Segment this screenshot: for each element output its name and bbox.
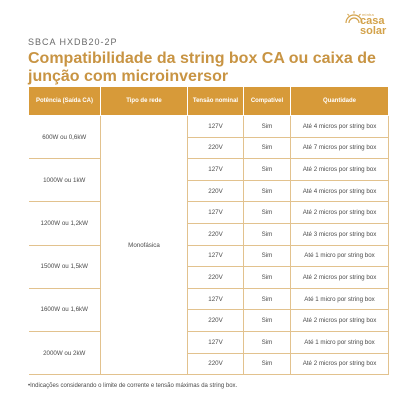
compatible-cell: Sim bbox=[243, 115, 291, 138]
compatible-cell: Sim bbox=[243, 244, 291, 268]
logo-line-2: solar bbox=[360, 25, 387, 37]
voltage-cell: 220V bbox=[187, 222, 244, 246]
table-row: 220V Sim Até 4 micros por string box bbox=[29, 179, 389, 203]
grid-type-cell: Monofásica bbox=[100, 114, 188, 376]
voltage-cell: 220V bbox=[187, 266, 244, 289]
table-row: 1500W ou 1,5kW 127V Sim Até 1 micro por … bbox=[28, 244, 389, 289]
power-cell: 1200W ou 1,2kW bbox=[28, 201, 101, 246]
quantity-cell: Até 4 micros por string box bbox=[290, 115, 389, 138]
voltage-cell: 127V bbox=[187, 201, 244, 224]
table-row: 1200W ou 1,2kW 127V Sim Até 2 micros por… bbox=[28, 201, 389, 246]
quantity-cell: Até 4 micros por string box bbox=[290, 179, 389, 203]
table-row: 220V Sim Até 2 micros por string box bbox=[29, 352, 389, 376]
quantity-cell: Até 1 micro por string box bbox=[290, 287, 389, 311]
quantity-cell: Até 1 micro por string box bbox=[290, 244, 389, 268]
compatibility-table: Potência (Saída CA) Tipo de rede Tensão … bbox=[28, 86, 389, 376]
table-header-row: Potência (Saída CA) Tipo de rede Tensão … bbox=[28, 86, 389, 116]
page-title: Compatibilidade da string box CA ou caix… bbox=[28, 50, 376, 85]
brand-logo: minha casa solar bbox=[340, 6, 392, 46]
logo-small-text: minha bbox=[362, 12, 374, 17]
table-row: 1600W ou 1,6kW 127V Sim Até 1 micro por … bbox=[28, 287, 389, 332]
quantity-cell: Até 3 micros por string box bbox=[290, 222, 389, 246]
voltage-cell: 220V bbox=[187, 136, 244, 160]
quantity-cell: Até 1 micro por string box bbox=[290, 330, 389, 354]
table-row: 220V Sim Até 7 micros por string box bbox=[29, 136, 389, 160]
quantity-cell: Até 2 micros por string box bbox=[290, 352, 389, 376]
compatible-cell: Sim bbox=[243, 266, 291, 289]
power-cell: 600W ou 0,6kW bbox=[28, 114, 101, 160]
voltage-cell: 127V bbox=[187, 330, 244, 354]
compatible-cell: Sim bbox=[243, 330, 291, 354]
quantity-cell: Até 2 micros por string box bbox=[290, 158, 389, 181]
table-row: 2000W ou 2kW 127V Sim Até 1 micro por st… bbox=[28, 330, 389, 376]
table-row: 220V Sim Até 2 micros por string box bbox=[29, 266, 389, 289]
voltage-cell: 220V bbox=[187, 309, 244, 332]
voltage-cell: 127V bbox=[187, 287, 244, 311]
voltage-cell: 220V bbox=[187, 352, 244, 376]
power-cell: 1500W ou 1,5kW bbox=[28, 244, 101, 289]
table-row: 220V Sim Até 3 micros por string box bbox=[29, 222, 389, 246]
sun-icon bbox=[345, 11, 363, 24]
power-cell: 1600W ou 1,6kW bbox=[28, 287, 101, 332]
compatible-cell: Sim bbox=[243, 287, 291, 311]
column-header-grid-type: Tipo de rede bbox=[100, 86, 188, 116]
voltage-cell: 127V bbox=[187, 115, 244, 138]
voltage-cell: 127V bbox=[187, 158, 244, 181]
column-header-compatible: Compatível bbox=[243, 86, 291, 116]
power-cell: 1000W ou 1kW bbox=[28, 158, 101, 203]
compatible-cell: Sim bbox=[243, 352, 291, 376]
quantity-cell: Até 2 micros por string box bbox=[290, 201, 389, 224]
column-header-quantity: Quantidade bbox=[290, 86, 389, 116]
quantity-cell: Até 2 micros por string box bbox=[290, 266, 389, 289]
column-header-power: Potência (Saída CA) bbox=[28, 86, 101, 116]
quantity-cell: Até 7 micros por string box bbox=[290, 136, 389, 160]
power-cell: 2000W ou 2kW bbox=[28, 330, 101, 376]
document-code: SBCA HXDB20-2P bbox=[28, 37, 118, 47]
table-row: 600W ou 0,6kW Monofásica 127V Sim Até 4 … bbox=[28, 114, 389, 376]
compatible-cell: Sim bbox=[243, 158, 291, 181]
voltage-cell: 127V bbox=[187, 244, 244, 268]
compatible-cell: Sim bbox=[243, 179, 291, 203]
compatible-cell: Sim bbox=[243, 222, 291, 246]
table-row: 1000W ou 1kW 127V Sim Até 2 micros por s… bbox=[28, 158, 389, 203]
compatible-cell: Sim bbox=[243, 201, 291, 224]
compatible-cell: Sim bbox=[243, 136, 291, 160]
voltage-cell: 220V bbox=[187, 179, 244, 203]
table-row: 220V Sim Até 2 micros por string box bbox=[29, 309, 389, 332]
logo-line-1: casa bbox=[360, 15, 385, 27]
logo-text: casa solar bbox=[360, 15, 387, 37]
footnote: •Indicações considerando o limite de cor… bbox=[28, 383, 238, 389]
column-header-voltage: Tensão nominal bbox=[187, 86, 244, 116]
compatible-cell: Sim bbox=[243, 309, 291, 332]
quantity-cell: Até 2 micros por string box bbox=[290, 309, 389, 332]
